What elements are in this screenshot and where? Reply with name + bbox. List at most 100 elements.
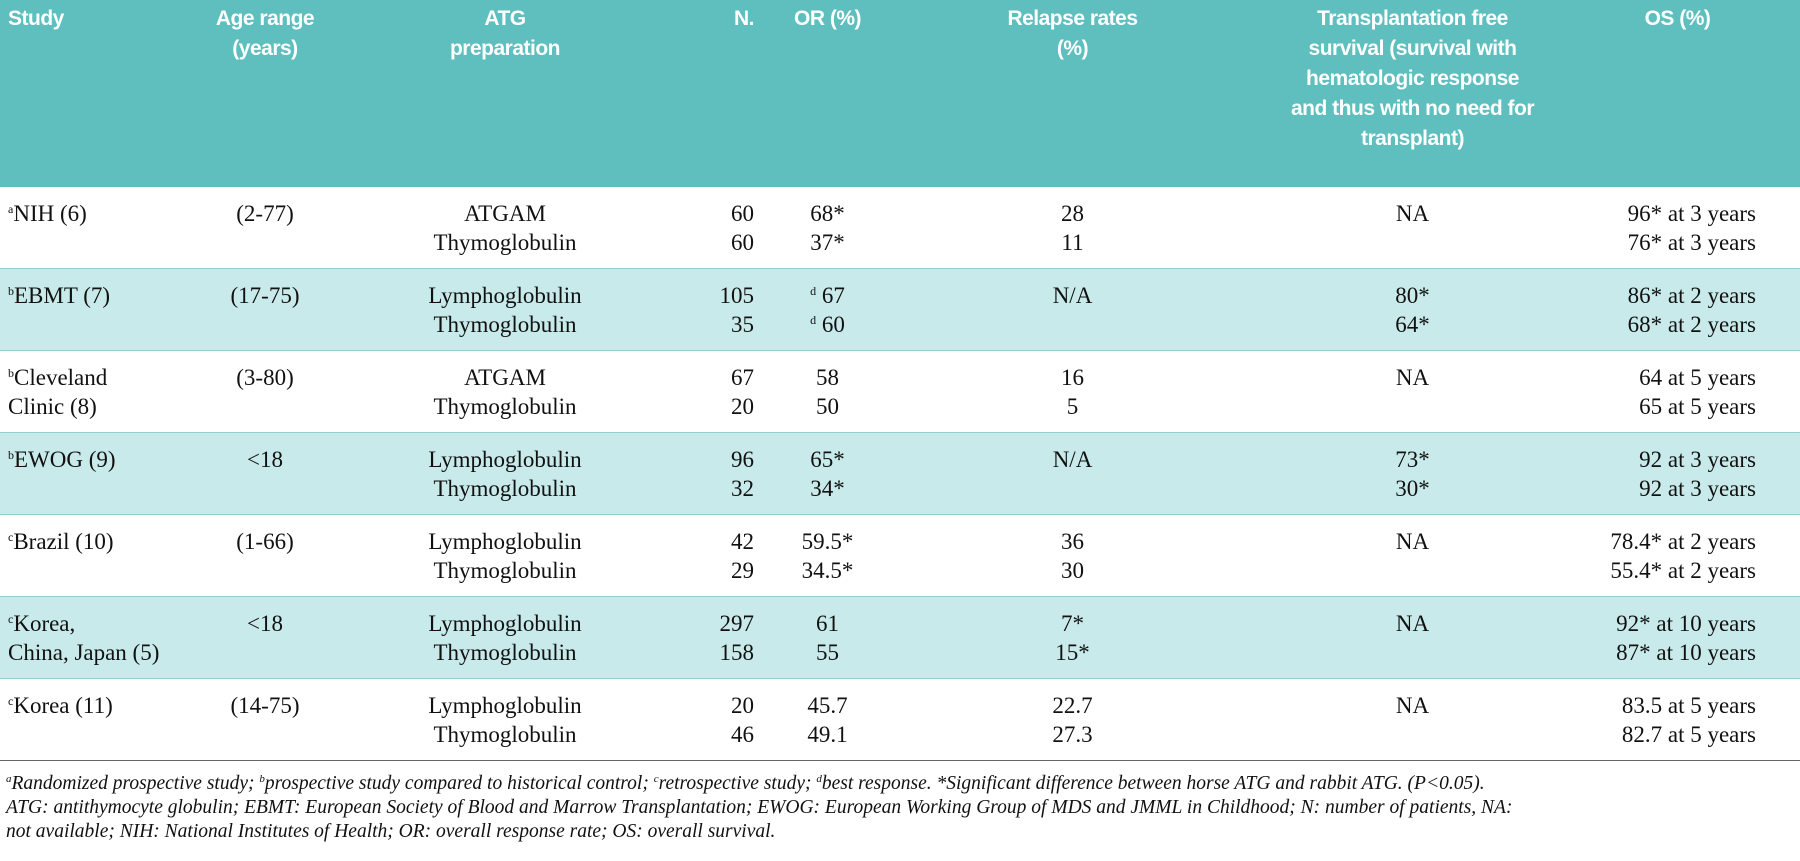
text-line: hematologic response [1306,67,1519,90]
n-cell: 60 [680,228,780,269]
n-cell: 60 [680,187,780,228]
cell-value: 16 [1061,365,1084,390]
text-line: NIH (6) [13,201,87,226]
tfs-cell: 30* [1270,474,1555,515]
table-row: Thymoglobulin 46 49.1 27.3 82.7 at 5 years [0,720,1800,761]
footnote-text: retrospective study; [658,773,817,794]
cell-value: 61 [816,611,839,636]
note-marker: c [8,694,14,708]
cell-value: 22.7 [1052,693,1093,718]
footnote: aRandomized prospective study; bprospect… [6,772,1800,844]
table-row: Thymoglobulin 60 37* 11 76* at 3 years [0,228,1800,269]
cell-value: Thymoglobulin [433,558,577,583]
n-cell: 158 [680,638,780,679]
cell-value: Thymoglobulin [433,722,577,747]
study-group: bEBMT (7) (17-75) Lymphoglobulin 105 d 67 N/A… [0,268,1800,351]
or-cell: 49.1 [780,720,875,761]
cell-value: 83.5 at 5 years [1621,693,1756,718]
table-row: Thymoglobulin 32 34* 30* 92 at 3 years [0,474,1800,515]
cell-value: Lymphoglobulin [428,283,582,308]
n-cell: 46 [680,720,780,761]
relapse-cell: N/A [875,432,1270,474]
cell-value: 68* [810,201,845,226]
atg-cell: Lymphoglobulin [330,679,680,721]
note-marker: b [8,284,14,298]
or-cell: 50 [780,392,875,433]
relapse-cell: 30 [875,556,1270,597]
text-line: preparation [449,37,561,60]
tfs-cell: 73* [1270,432,1555,474]
column-header: Age range (years) [200,0,330,187]
age-cell: (1-66) [200,515,330,597]
study-group: cBrazil (10) (1-66) Lymphoglobulin 42 59.5* 3… [0,515,1800,597]
cell-value: 37* [810,230,845,255]
os-cell: 83.5 at 5 years [1555,679,1800,721]
cell-value: 297 [719,611,755,636]
cell-value: Thymoglobulin [433,312,577,337]
relapse-cell [875,310,1270,351]
os-cell: 68* at 2 years [1555,310,1800,351]
cell-value: 58 [816,365,839,390]
cell-value: 92* at 10 years [1616,611,1756,636]
os-cell: 55.4* at 2 years [1555,556,1800,597]
note-marker: d [816,773,822,785]
cell-value: 20 [731,394,754,419]
cell-value: 105 [719,283,755,308]
age-cell: <18 [200,432,330,515]
cell-value: Thymoglobulin [433,476,577,501]
atg-cell: Thymoglobulin [330,228,680,269]
os-cell: 86* at 2 years [1555,268,1800,310]
footnote-text: Randomized prospective study; [11,773,260,794]
tfs-cell: NA [1270,596,1555,638]
os-cell: 92* at 10 years [1555,596,1800,638]
cell-value: 49.1 [807,722,848,747]
column-header: OR (%) [780,0,875,187]
header-row: Study Age range (years) ATG preparation N. OR … [0,0,1800,187]
text-line: Clinic (8) [8,394,97,419]
n-cell: 32 [680,474,780,515]
column-header: Study [0,0,200,187]
table-row: bEWOG (9) <18 Lymphoglobulin 96 65* N/A 73* 92 … [0,432,1800,515]
cell-value: Lymphoglobulin [428,529,582,554]
atg-cell: Lymphoglobulin [330,432,680,474]
text-line: (%) [1056,37,1089,60]
cell-value: 36 [1061,529,1084,554]
atg-cell: Thymoglobulin [330,474,680,515]
or-cell: 58 [780,351,875,393]
cell-value: 64 at 5 years [1639,365,1756,390]
tfs-cell: NA [1270,351,1555,393]
note-marker: d [810,313,817,327]
n-cell: 297 [680,596,780,638]
relapse-cell: 7* [875,596,1270,638]
cell-value: 78.4* at 2 years [1610,529,1756,554]
tfs-cell [1270,392,1555,433]
note-marker: a [6,773,12,785]
os-cell: 92 at 3 years [1555,432,1800,474]
cell-value: Lymphoglobulin [428,611,582,636]
footnote-text: best response. *Significant difference b… [821,773,1485,794]
cell-value: 96* at 3 years [1627,201,1756,226]
note-marker: b [8,366,14,380]
text-line: and thus with no need for [1291,97,1535,120]
table-row: Thymoglobulin 158 55 15* 87* at 10 years [0,638,1800,679]
column-header: N. [680,0,780,187]
cell-value: (2-77) [236,201,294,226]
cell-value: NA [1395,201,1430,226]
cell-value: ATGAM [464,365,546,390]
cell-value: N/A [1052,283,1093,308]
cell-value: 45.7 [807,693,848,718]
cell-value: ATGAM [464,201,546,226]
cell-value: 86* at 2 years [1627,283,1756,308]
os-cell: 65 at 5 years [1555,392,1800,433]
text-line: Cleveland [14,365,108,390]
cell-value: 55.4* at 2 years [1610,558,1756,583]
cell-value: Thymoglobulin [433,640,577,665]
footnote-line: aRandomized prospective study; bprospect… [6,772,1800,796]
n-cell: 105 [680,268,780,310]
n-cell: 67 [680,351,780,393]
or-cell: 45.7 [780,679,875,721]
or-cell: 61 [780,596,875,638]
text-line: Relapse rates [1007,7,1138,30]
cell-value: Lymphoglobulin [428,693,582,718]
